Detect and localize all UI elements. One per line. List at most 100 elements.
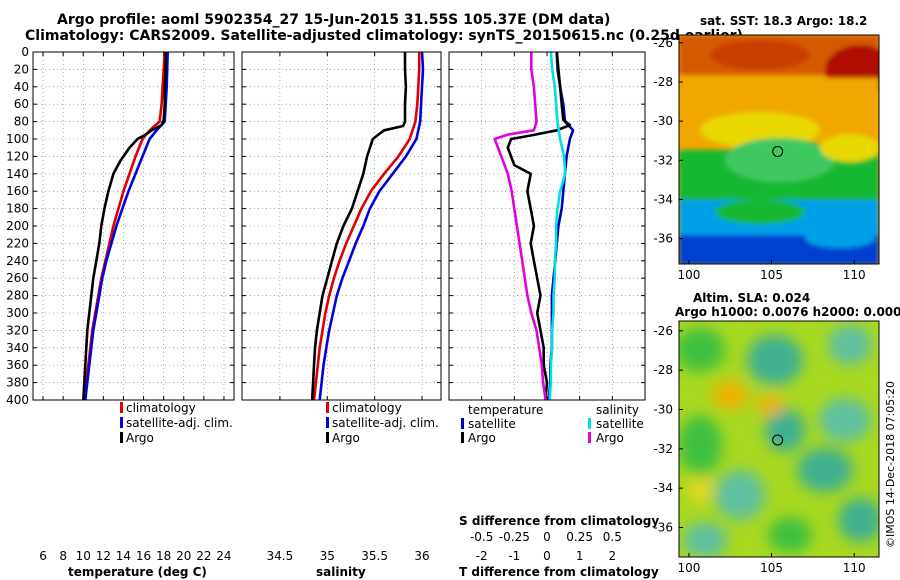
- lon-tick-label: 100: [677, 561, 700, 575]
- x-tick-label: 10: [76, 549, 91, 563]
- x-tick-label: 36: [414, 549, 429, 563]
- x-tick-label: 18: [156, 549, 171, 563]
- series-line-salinity-argo: [493, 52, 547, 401]
- lon-tick-label: 100: [677, 268, 700, 282]
- difference-plot-frame: [448, 51, 646, 401]
- depth-tick-label: 160: [6, 184, 29, 198]
- depth-tick-label: 80: [14, 115, 29, 129]
- x-tick-label: 20: [176, 549, 191, 563]
- sst-map: [679, 35, 879, 264]
- legend-sal-satellite-label: satellite: [596, 417, 644, 431]
- x-tick-label: 34.5: [267, 549, 294, 563]
- sst-map-title: sat. SST: 18.3 Argo: 18.2: [700, 14, 868, 28]
- legend-satellite-swatch: [326, 417, 329, 428]
- depth-tick-label: 180: [6, 202, 29, 216]
- series-line-argo: [82, 52, 167, 401]
- x-tick-label: 35.5: [361, 549, 388, 563]
- lat-tick-label: -34: [653, 192, 673, 206]
- depth-tick-label: 0: [21, 45, 29, 59]
- x-tick-label: -2: [476, 549, 488, 563]
- x-tick-label: 16: [136, 549, 151, 563]
- depth-tick-label: 260: [6, 271, 29, 285]
- legend-argo-label: Argo: [126, 431, 154, 445]
- title-line-1: Argo profile: aoml 5902354_27 15-Jun-201…: [57, 12, 611, 28]
- lat-tick-label: -26: [653, 36, 673, 50]
- legend-argo-label: Argo: [332, 431, 360, 445]
- lon-tick-label: 105: [760, 561, 783, 575]
- series-line-salinity-satellite: [548, 51, 567, 401]
- depth-tick-label: 240: [6, 254, 29, 268]
- depth-tick-label: 220: [6, 236, 29, 250]
- series-line-temperature-argo: [506, 51, 572, 401]
- x-tick-label: 12: [96, 549, 111, 563]
- series-line-climatology: [312, 52, 421, 401]
- x-tick-label: 2: [609, 549, 617, 563]
- x-tick-label: 6: [39, 549, 47, 563]
- depth-tick-label: 120: [6, 149, 29, 163]
- lat-tick-label: -30: [653, 403, 673, 417]
- depth-tick-label: 100: [6, 132, 29, 146]
- salinity-x-label: salinity: [316, 565, 366, 579]
- x-top-tick-label: -0.25: [499, 530, 530, 544]
- legend-climatology-label: climatology: [126, 401, 196, 415]
- legend-sal-argo-swatch: [588, 432, 591, 443]
- lat-tick-label: -28: [653, 75, 673, 89]
- series-line-argo: [310, 52, 408, 401]
- lat-tick-label: -36: [653, 232, 673, 246]
- x-tick-label: -1: [508, 549, 520, 563]
- sla-map-frame: [678, 320, 880, 558]
- temperature-legend: climatology satellite-adj. clim. Argo: [120, 401, 233, 445]
- lon-tick-label: 110: [843, 268, 866, 282]
- lon-tick-label: 105: [760, 268, 783, 282]
- x-tick-label: 0: [543, 549, 551, 563]
- lat-tick-label: -34: [653, 481, 673, 495]
- legend-climatology-label: climatology: [332, 401, 402, 415]
- salinity-legend: climatology satellite-adj. clim. Argo: [326, 401, 439, 445]
- depth-tick-label: 200: [6, 219, 29, 233]
- depth-tick-label: 400: [6, 393, 29, 407]
- temperature-diff-axis-label: T difference from climatology: [459, 565, 659, 579]
- temperature-plot-frame: [32, 51, 235, 401]
- depth-tick-label: 360: [6, 358, 29, 372]
- legend-satellite-swatch: [120, 417, 123, 428]
- depth-tick-label: 40: [14, 80, 29, 94]
- lon-tick-label: 110: [843, 561, 866, 575]
- lat-tick-label: -30: [653, 114, 673, 128]
- legend-satellite-label: satellite-adj. clim.: [126, 416, 233, 430]
- salinity-plot-frame: [241, 51, 442, 401]
- x-top-tick-label: 0: [543, 530, 551, 544]
- legend-temp-argo-swatch: [461, 432, 464, 443]
- x-tick-label: 22: [196, 549, 211, 563]
- lat-tick-label: -32: [653, 442, 673, 456]
- sla-map-subtitle: Argo h1000: 0.0076 h2000: 0.00092: [675, 305, 900, 319]
- lat-tick-label: -26: [653, 324, 673, 338]
- temperature-x-label: temperature (deg C): [68, 565, 207, 579]
- legend-salinity-title: salinity: [596, 403, 639, 417]
- series-line-satellite-adj-clim-: [318, 51, 425, 401]
- x-tick-label: 14: [116, 549, 131, 563]
- legend-temp-satellite-swatch: [461, 418, 464, 429]
- depth-tick-label: 140: [6, 167, 29, 181]
- legend-temp-satellite-label: satellite: [468, 417, 516, 431]
- x-tick-label: 1: [576, 549, 584, 563]
- salinity-diff-axis-label: S difference from climatology: [459, 514, 659, 528]
- legend-argo-swatch: [120, 432, 123, 443]
- x-top-tick-label: 0.5: [603, 530, 622, 544]
- legend-temperature-title: temperature: [468, 403, 543, 417]
- depth-tick-label: 320: [6, 323, 29, 337]
- lat-tick-label: -28: [653, 363, 673, 377]
- sla-map: [679, 321, 879, 557]
- legend-sal-satellite-swatch: [588, 418, 591, 429]
- sla-map-title: Altim. SLA: 0.024: [693, 291, 811, 305]
- temperature-diff-legend: temperature satellite Argo: [461, 403, 543, 445]
- sst-map-frame: [678, 34, 880, 265]
- x-top-tick-label: 0.25: [566, 530, 593, 544]
- legend-climatology-swatch: [326, 402, 329, 413]
- x-top-tick-label: -0.5: [470, 530, 493, 544]
- title-line-2: Climatology: CARS2009. Satellite-adjuste…: [25, 28, 743, 44]
- depth-tick-label: 340: [6, 341, 29, 355]
- x-tick-label: 24: [216, 549, 231, 563]
